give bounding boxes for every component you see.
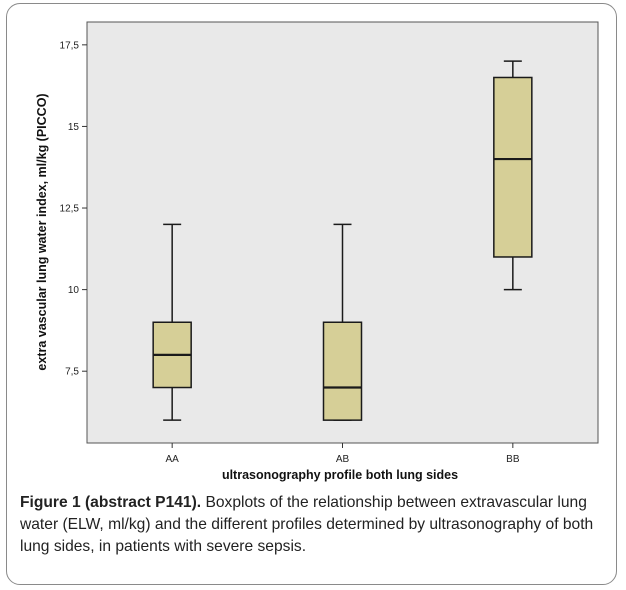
y-tick-label: 17,5 [60, 40, 80, 51]
caption-label: Figure 1 (abstract P141). [20, 494, 202, 511]
y-tick-label: 12,5 [60, 204, 80, 215]
x-tick-label: AB [336, 454, 350, 465]
box-ab [322, 223, 363, 421]
y-tick-label: 15 [68, 122, 80, 133]
y-tick-label: 7,5 [65, 367, 79, 378]
iqr-box [322, 321, 363, 421]
boxplot-chart: 7,5 10 12,5 15 17,5 AA AB BB extra vascular lu… [35, 21, 599, 482]
box-bb [493, 60, 533, 291]
y-tick-label: 10 [68, 285, 80, 296]
x-tick-label: AA [165, 454, 179, 465]
box-aa [152, 223, 192, 421]
y-axis-label: extra vascular lung water index, ml/kg (… [35, 93, 49, 370]
iqr-box [493, 76, 533, 258]
x-tick-label: BB [506, 454, 520, 465]
x-axis-label: ultrasonography profile both lung sides [222, 468, 458, 482]
figure-caption: Figure 1 (abstract P141). Boxplots of th… [20, 492, 610, 558]
caption-text: Boxplots of the relationship between ext… [20, 494, 594, 555]
